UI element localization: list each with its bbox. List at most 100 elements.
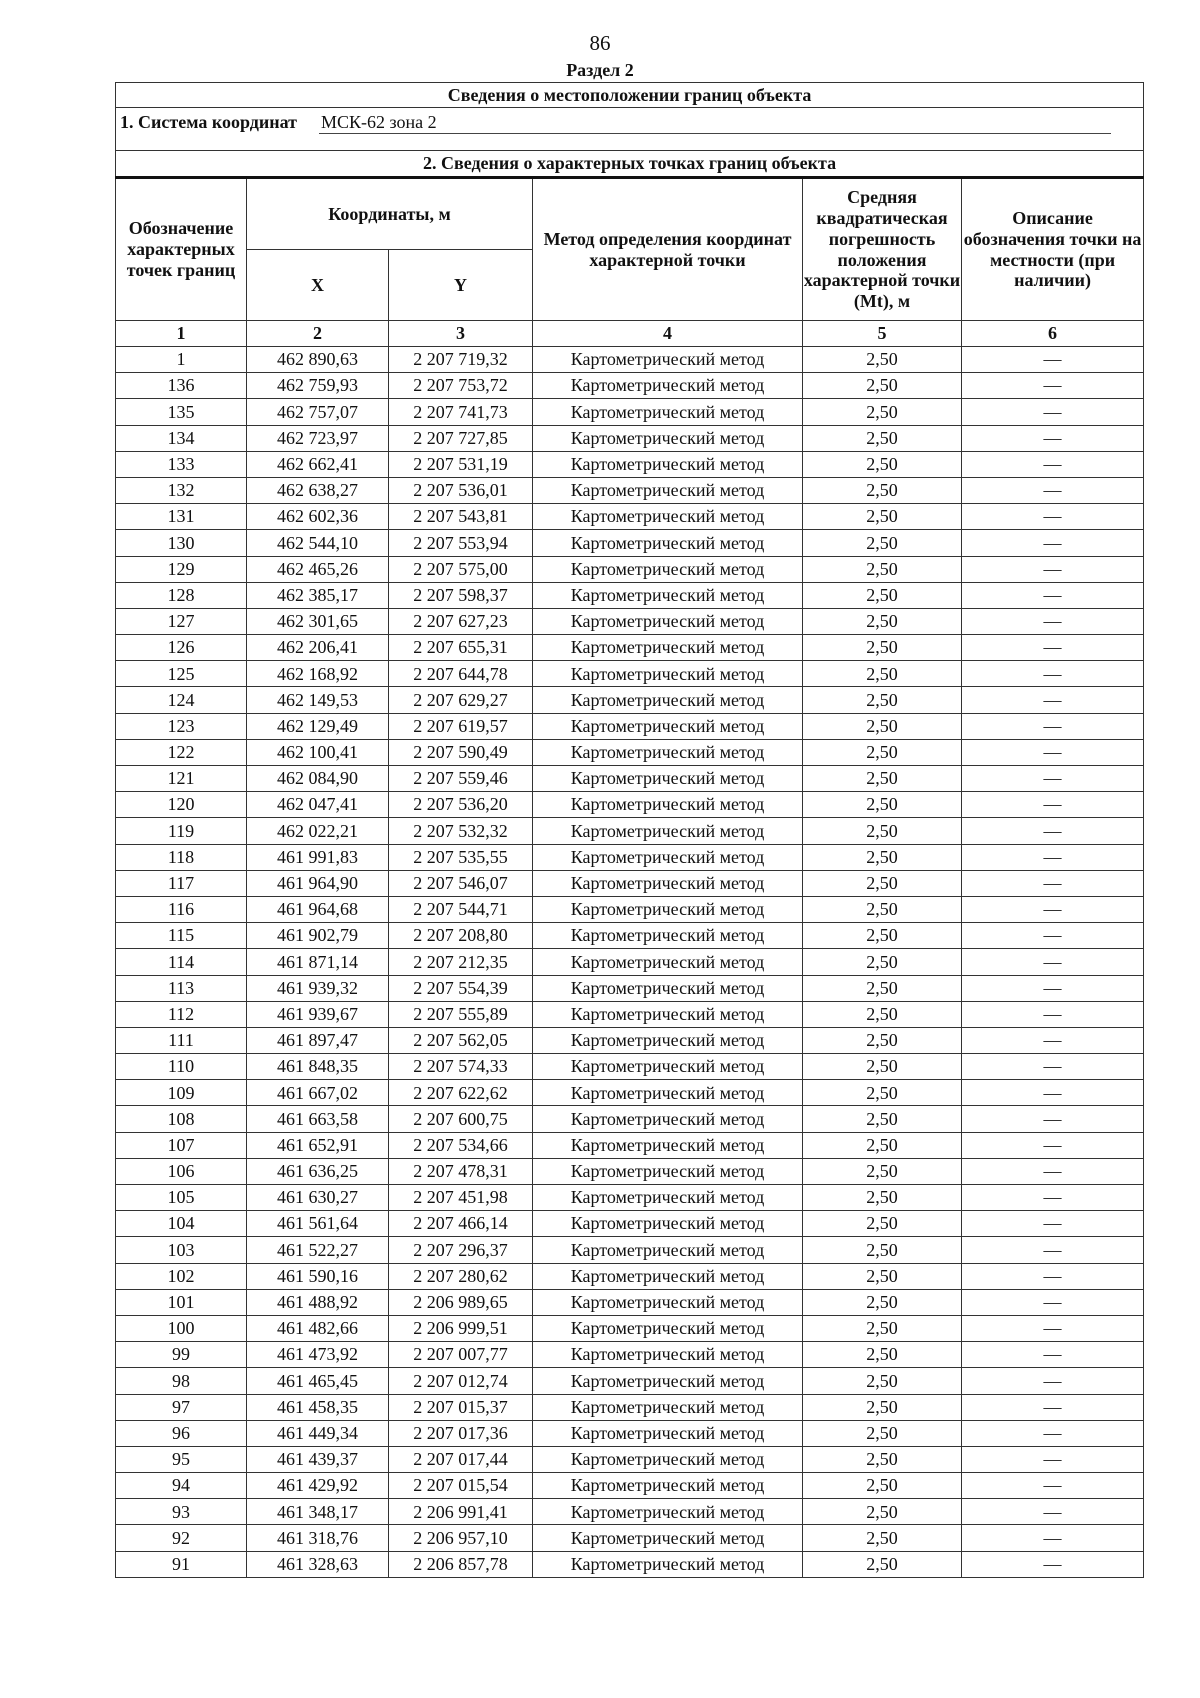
x-coordinate: 461 482,66: [246, 1314, 389, 1343]
point-id: 96: [115, 1419, 247, 1447]
error-value: 2,50: [802, 686, 962, 714]
point-id: 93: [115, 1498, 247, 1526]
y-coordinate: 2 207 466,14: [388, 1210, 533, 1238]
point-id: 92: [115, 1524, 247, 1552]
point-id: 134: [115, 424, 247, 452]
error-value: 2,50: [802, 1367, 962, 1395]
y-coordinate: 2 207 574,33: [388, 1053, 533, 1081]
method: Картометрический метод: [532, 948, 803, 976]
x-coordinate: 461 964,68: [246, 895, 389, 924]
y-coordinate: 2 206 957,10: [388, 1524, 533, 1552]
point-id: 97: [115, 1393, 247, 1421]
description: —: [960, 817, 1145, 845]
point-id: 118: [115, 843, 247, 871]
error-value: 2,50: [802, 791, 962, 819]
method: Картометрический метод: [532, 1498, 803, 1526]
error-value: 2,50: [802, 424, 962, 452]
x-coordinate: 461 590,16: [246, 1262, 389, 1290]
table-row: 116 461 964,68 2 207 544,71 Картометрически…: [115, 895, 1145, 924]
method: Картометрический метод: [532, 974, 803, 1002]
description: —: [960, 450, 1145, 478]
error-value: 2,50: [802, 1131, 962, 1159]
y-coordinate: 2 207 017,44: [388, 1445, 533, 1474]
table-row: 135 462 757,07 2 207 741,73 Картометрически…: [115, 398, 1145, 426]
description: —: [960, 1183, 1145, 1212]
point-id: 116: [115, 895, 247, 924]
method: Картометрический метод: [532, 398, 803, 426]
y-coordinate: 2 207 017,36: [388, 1419, 533, 1447]
x-coordinate: 461 465,45: [246, 1367, 389, 1395]
error-value: 2,50: [802, 895, 962, 924]
table-row: 117 461 964,90 2 207 546,07 Картометрически…: [115, 869, 1145, 897]
y-coordinate: 2 207 015,37: [388, 1393, 533, 1421]
point-id: 132: [115, 476, 247, 505]
x-coordinate: 461 939,32: [246, 974, 389, 1002]
y-coordinate: 2 207 590,49: [388, 738, 533, 767]
method: Картометрический метод: [532, 1314, 803, 1343]
point-id: 95: [115, 1445, 247, 1474]
method: Картометрический метод: [532, 1288, 803, 1316]
table-row: 130 462 544,10 2 207 553,94 Картометрически…: [115, 529, 1145, 557]
y-coordinate: 2 206 989,65: [388, 1288, 533, 1316]
point-id: 125: [115, 660, 247, 688]
method: Картометрический метод: [532, 529, 803, 557]
error-value: 2,50: [802, 1445, 962, 1474]
header-method: Метод определения координат характерной …: [532, 177, 803, 321]
x-coordinate: 462 385,17: [246, 581, 389, 609]
x-coordinate: 462 759,93: [246, 372, 389, 400]
method: Картометрический метод: [532, 1157, 803, 1186]
method: Картометрический метод: [532, 843, 803, 871]
y-coordinate: 2 207 727,85: [388, 424, 533, 452]
table-row: 119 462 022,21 2 207 532,32 Картометрически…: [115, 817, 1145, 845]
table-row: 123 462 129,49 2 207 619,57 Картометрически…: [115, 712, 1145, 740]
method: Картометрический метод: [532, 1079, 803, 1107]
x-coordinate: 462 206,41: [246, 634, 389, 662]
point-id: 136: [115, 372, 247, 400]
point-id: 101: [115, 1288, 247, 1316]
description: —: [960, 1472, 1145, 1500]
error-value: 2,50: [802, 581, 962, 609]
x-coordinate: 461 328,63: [246, 1550, 389, 1578]
table-row: 129 462 465,26 2 207 575,00 Картометрически…: [115, 555, 1145, 583]
x-coordinate: 461 667,02: [246, 1079, 389, 1107]
x-coordinate: 461 318,76: [246, 1524, 389, 1552]
error-value: 2,50: [802, 1053, 962, 1081]
boundary-points-table: Сведения о местоположении границ объекта…: [114, 82, 1145, 1578]
error-value: 2,50: [802, 1000, 962, 1028]
y-coordinate: 2 207 536,20: [388, 791, 533, 819]
method: Картометрический метод: [532, 476, 803, 505]
method: Картометрический метод: [532, 895, 803, 924]
y-coordinate: 2 207 719,32: [388, 345, 533, 374]
y-coordinate: 2 207 531,19: [388, 450, 533, 478]
column-number: 3: [388, 320, 533, 347]
x-coordinate: 461 449,34: [246, 1419, 389, 1447]
y-coordinate: 2 207 598,37: [388, 581, 533, 609]
description: —: [960, 1210, 1145, 1238]
error-value: 2,50: [802, 738, 962, 767]
error-value: 2,50: [802, 1419, 962, 1447]
description: —: [960, 398, 1145, 426]
table-row: 1 462 890,63 2 207 719,32 Картометрический …: [115, 345, 1145, 374]
description: —: [960, 372, 1145, 400]
x-coordinate: 462 301,65: [246, 607, 389, 636]
y-coordinate: 2 207 644,78: [388, 660, 533, 688]
description: —: [960, 712, 1145, 740]
description: —: [960, 1079, 1145, 1107]
x-coordinate: 462 465,26: [246, 555, 389, 583]
description: —: [960, 607, 1145, 636]
description: —: [960, 738, 1145, 767]
description: —: [960, 1367, 1145, 1395]
table-row: 120 462 047,41 2 207 536,20 Картометрически…: [115, 791, 1145, 819]
y-coordinate: 2 207 007,77: [388, 1341, 533, 1369]
description: —: [960, 1524, 1145, 1552]
error-value: 2,50: [802, 974, 962, 1002]
table-row: 109 461 667,02 2 207 622,62 Картометрически…: [115, 1079, 1145, 1107]
method: Картометрический метод: [532, 634, 803, 662]
y-coordinate: 2 207 655,31: [388, 634, 533, 662]
error-value: 2,50: [802, 1314, 962, 1343]
x-coordinate: 461 636,25: [246, 1157, 389, 1186]
x-coordinate: 462 723,97: [246, 424, 389, 452]
error-value: 2,50: [802, 1524, 962, 1552]
x-coordinate: 461 473,92: [246, 1341, 389, 1369]
table-row: 110 461 848,35 2 207 574,33 Картометрически…: [115, 1053, 1145, 1081]
